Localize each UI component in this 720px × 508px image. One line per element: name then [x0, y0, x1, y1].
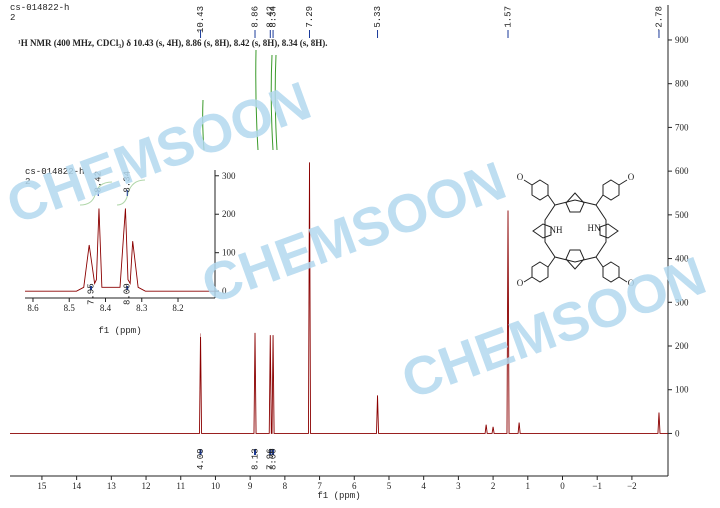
x-tick-label: 8 [283, 481, 288, 491]
x-axis-label: f1 (ppm) [98, 326, 141, 336]
atom-label: O [628, 278, 635, 288]
x-tick-label: 4 [421, 481, 426, 491]
integral-curve [274, 54, 278, 151]
integral-label: 8.00 [268, 448, 278, 470]
spectrum-line [10, 162, 668, 434]
peak-label: 8.34 [123, 171, 133, 193]
benzene [531, 261, 549, 283]
x-tick-label: 8.3 [136, 303, 148, 313]
spectrum-header: 2 [25, 177, 30, 187]
integral-curve [270, 54, 274, 151]
peak-label: 8.34 [268, 6, 278, 28]
atom-label: O [517, 172, 524, 182]
y-tick-label: 600 [675, 166, 689, 176]
pyrrole [565, 249, 585, 270]
x-tick-label: 8.6 [27, 303, 39, 313]
x-tick-label: 10 [211, 481, 221, 491]
atom-label: O [517, 278, 524, 288]
x-tick-label: 11 [176, 481, 185, 491]
integral-label: 7.96 [266, 448, 276, 470]
spectrum-line [25, 208, 215, 292]
x-tick-label: 12 [142, 481, 151, 491]
integral-label: 4.09 [196, 448, 206, 470]
y-tick-label: 300 [222, 171, 236, 181]
y-tick-label: 900 [675, 35, 689, 45]
x-tick-label: 2 [491, 481, 496, 491]
integral-curve [255, 49, 259, 151]
spectrum-header: cs-014822-h [10, 3, 69, 13]
x-tick-label: −1 [592, 481, 602, 491]
y-tick-label: 200 [222, 209, 236, 219]
spectrum-header: 2 [10, 13, 15, 23]
bonds [523, 179, 628, 283]
x-tick-label: 14 [72, 481, 82, 491]
integral-curve [202, 99, 205, 151]
peak-label: 8.86 [250, 6, 260, 28]
x-tick-label: 3 [456, 481, 461, 491]
x-tick-label: 0 [560, 481, 565, 491]
spectrum-header: cs-014822-h [25, 167, 84, 177]
benzene [531, 179, 549, 201]
x-tick-label: 1 [526, 481, 531, 491]
peak-label: 8.42 [94, 171, 104, 193]
peak-label: -2.78 [654, 6, 664, 33]
annotation: ¹H NMR (400 MHz, CDCl₃) δ 10.43 (s, 4H),… [18, 38, 328, 48]
x-axis-label: f1 (ppm) [317, 491, 360, 501]
y-tick-label: 300 [675, 297, 689, 307]
y-tick-label: 500 [675, 210, 689, 220]
x-tick-label: 9 [248, 481, 253, 491]
peak-label: 5.33 [373, 6, 383, 28]
y-tick-label: 400 [675, 254, 689, 264]
y-tick-label: 100 [222, 248, 236, 258]
x-tick-label: 8.4 [100, 303, 112, 313]
peak-label: 10.43 [196, 6, 206, 33]
pyrrole [565, 192, 585, 213]
pyrrole [532, 223, 552, 239]
peak-label: 7.29 [305, 6, 315, 28]
peak-label: 1.57 [503, 6, 513, 28]
integral-label: 8.00 [123, 283, 133, 305]
atom-label: O [628, 172, 635, 182]
y-tick-label: 0 [222, 286, 227, 296]
structure: O O O O NH HN [517, 172, 635, 288]
x-tick-label: 15 [37, 481, 47, 491]
y-tick-label: 800 [675, 79, 689, 89]
y-tick-label: 100 [675, 385, 689, 395]
integral-label: 7.95 [86, 283, 96, 305]
x-tick-label: 7 [317, 481, 322, 491]
x-tick-label: 13 [107, 481, 117, 491]
atom-label: NH [550, 225, 563, 235]
peak-label: 8.42 [266, 6, 276, 28]
pyrrole [599, 223, 619, 239]
x-tick-label: −2 [627, 481, 637, 491]
watermark: CHEMSOON [394, 246, 713, 411]
x-tick-label: 8.2 [172, 303, 183, 313]
inset-chart: cs-014822-h2 8.6 8.5 8.4 8.3 8.2 f1 (ppm) 0 100 2… [20, 165, 245, 337]
y-tick-label: 200 [675, 341, 689, 351]
atom-label: HN [588, 223, 601, 233]
y-tick-label: 700 [675, 122, 689, 132]
x-tick-label: 8.5 [64, 303, 76, 313]
x-tick-label: 6 [352, 481, 357, 491]
integral-label: 8.13 [250, 448, 260, 470]
y-tick-label: 0 [675, 428, 680, 438]
benzene [602, 179, 620, 201]
x-tick-label: 5 [387, 481, 392, 491]
